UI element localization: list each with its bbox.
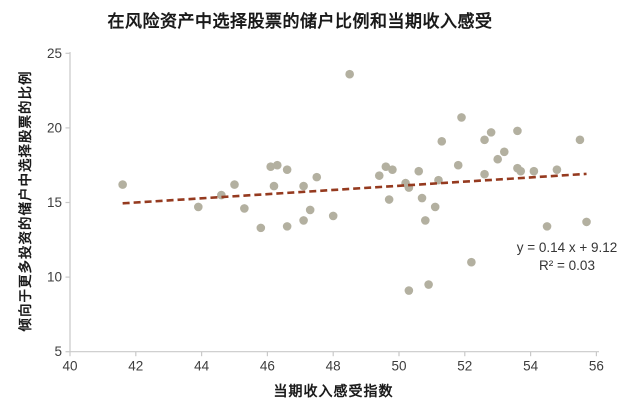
x-axis-label: 当期收入感受指数 xyxy=(273,383,394,399)
data-point xyxy=(388,165,397,174)
data-point xyxy=(230,180,239,189)
regression-r-squared: R² = 0.03 xyxy=(539,258,595,273)
data-point xyxy=(266,162,275,171)
x-tick-label: 40 xyxy=(62,359,77,374)
data-point xyxy=(457,113,466,122)
data-point xyxy=(374,171,384,180)
trend-line xyxy=(122,172,587,205)
data-point xyxy=(499,147,509,157)
data-point xyxy=(542,222,552,231)
data-point xyxy=(516,166,526,176)
data-point xyxy=(282,165,292,174)
data-point xyxy=(256,223,266,233)
data-point xyxy=(421,216,430,225)
regression-annotation: y = 0.14 x + 9.12 R² = 0.03 xyxy=(504,239,630,275)
data-point xyxy=(513,126,522,136)
data-point xyxy=(328,211,338,221)
data-point xyxy=(305,205,315,215)
data-point xyxy=(299,181,308,191)
data-point xyxy=(404,286,414,295)
data-point xyxy=(118,180,127,189)
x-tick-label: 42 xyxy=(128,359,143,374)
data-point xyxy=(414,166,424,176)
data-point xyxy=(269,181,279,191)
data-point xyxy=(345,69,354,79)
data-point xyxy=(312,172,322,182)
data-point xyxy=(240,204,249,213)
data-point xyxy=(381,162,391,171)
data-point xyxy=(424,280,433,289)
data-point xyxy=(529,166,539,176)
data-point xyxy=(467,257,476,267)
x-tick-label: 48 xyxy=(326,359,341,374)
y-tick-label: 10 xyxy=(47,270,62,285)
data-point xyxy=(437,137,447,146)
data-point xyxy=(486,128,496,137)
data-point xyxy=(575,135,585,145)
data-point xyxy=(430,202,440,212)
data-point xyxy=(480,135,489,145)
y-tick-label: 20 xyxy=(47,120,62,135)
data-point xyxy=(282,222,292,231)
data-point xyxy=(453,160,463,170)
data-point xyxy=(552,165,562,174)
data-point xyxy=(493,154,503,164)
y-axis-label: 倾向于更多投资的储户中选择股票的比例 xyxy=(18,70,33,332)
data-point xyxy=(299,216,308,225)
y-tick-label: 25 xyxy=(47,46,62,61)
data-point xyxy=(272,160,282,170)
x-tick-label: 50 xyxy=(391,359,406,374)
data-point xyxy=(582,217,591,227)
x-tick-label: 52 xyxy=(457,359,472,374)
y-tick-label: 5 xyxy=(54,344,62,359)
regression-equation: y = 0.14 x + 9.12 xyxy=(516,240,618,255)
data-point xyxy=(417,193,427,203)
y-tick-label: 15 xyxy=(47,195,62,210)
x-tick-label: 46 xyxy=(260,359,275,374)
chart-title: 在风险资产中选择股票的储户比例和当期收入感受 xyxy=(107,12,493,31)
data-point xyxy=(480,169,489,179)
data-point xyxy=(384,195,394,204)
x-tick-label: 54 xyxy=(523,359,539,374)
x-tick-label: 56 xyxy=(589,359,604,374)
x-tick-label: 44 xyxy=(194,359,210,374)
data-point xyxy=(194,202,203,212)
